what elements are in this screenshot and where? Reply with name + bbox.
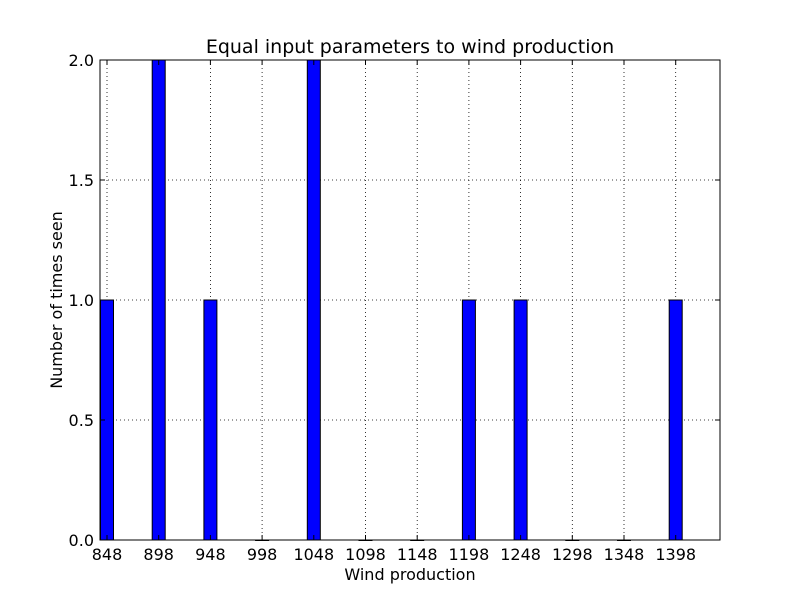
x-tick-label: 1248 [500,545,541,564]
x-tick-label: 998 [247,545,278,564]
bar-series [100,59,683,541]
grid-lines [100,59,720,541]
bar-1198 [461,299,476,541]
axis-ticks [100,59,720,541]
x-tick-label: 1148 [397,545,438,564]
x-tick-label: 1048 [293,545,334,564]
x-tick-label: 1198 [449,545,490,564]
x-tick-label: 848 [92,545,123,564]
y-axis-label: Number of times seen [47,211,66,389]
x-tick-label: 1298 [552,545,593,564]
x-tick-label: 1098 [345,545,386,564]
x-tick-label: 1348 [604,545,645,564]
y-tick-labels: 0.0 0.5 1.0 1.5 2.0 [69,51,94,550]
bar-1398 [668,299,683,541]
bar-898 [151,59,166,541]
y-tick-label: 0.0 [69,531,94,550]
bar-948 [203,299,218,541]
x-tick-label: 948 [195,545,226,564]
y-tick-label: 2.0 [69,51,94,70]
x-axis-label: Wind production [344,565,475,584]
y-tick-label: 1.5 [69,171,94,190]
x-tick-labels: 848 898 948 998 1048 1098 1148 1198 1248 1298 1348… [92,545,696,564]
chart-title: Equal input parameters to wind productio… [206,36,614,58]
y-tick-label: 0.5 [69,411,94,430]
bar-1048 [306,59,321,541]
x-tick-label: 1398 [655,545,696,564]
x-tick-label: 898 [143,545,174,564]
bar-1248 [513,299,528,541]
y-tick-label: 1.0 [69,291,94,310]
